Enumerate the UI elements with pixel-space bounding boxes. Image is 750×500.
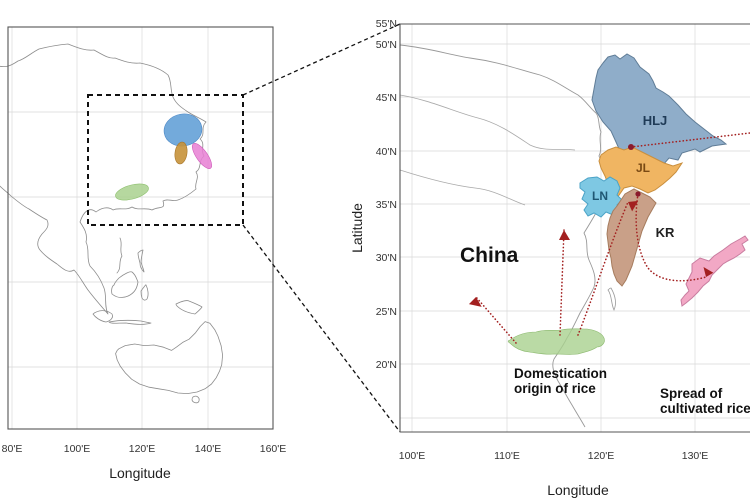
- svg-text:45'N: 45'N: [376, 92, 397, 104]
- svg-text:100'E: 100'E: [64, 443, 91, 455]
- svg-text:80'E: 80'E: [2, 443, 23, 455]
- svg-text:130'E: 130'E: [682, 450, 709, 462]
- svg-text:Longitude: Longitude: [109, 465, 171, 481]
- svg-text:30'N: 30'N: [376, 252, 397, 264]
- svg-text:100'E: 100'E: [399, 450, 426, 462]
- svg-text:Domestication: Domestication: [514, 366, 607, 381]
- svg-text:China: China: [460, 244, 519, 267]
- svg-text:50'N: 50'N: [376, 39, 397, 51]
- svg-text:Latitude: Latitude: [349, 203, 365, 253]
- svg-text:40'N: 40'N: [376, 146, 397, 158]
- svg-text:Spread of: Spread of: [660, 386, 723, 401]
- svg-text:origin of rice: origin of rice: [514, 381, 596, 396]
- svg-text:25'N: 25'N: [376, 306, 397, 318]
- svg-text:120'E: 120'E: [588, 450, 615, 462]
- svg-text:35'N: 35'N: [376, 199, 397, 211]
- svg-text:160'E: 160'E: [260, 443, 287, 455]
- svg-text:cultivated rice: cultivated rice: [660, 401, 750, 416]
- svg-text:20'N: 20'N: [376, 359, 397, 371]
- svg-text:Longitude: Longitude: [547, 482, 609, 498]
- svg-text:HLJ: HLJ: [643, 113, 668, 128]
- svg-text:55'N: 55'N: [376, 18, 397, 30]
- svg-text:LN: LN: [592, 189, 608, 203]
- svg-text:JL: JL: [636, 161, 650, 175]
- svg-text:120'E: 120'E: [129, 443, 156, 455]
- svg-text:110'E: 110'E: [494, 450, 520, 462]
- svg-text:140'E: 140'E: [195, 443, 222, 455]
- svg-text:KR: KR: [656, 225, 675, 240]
